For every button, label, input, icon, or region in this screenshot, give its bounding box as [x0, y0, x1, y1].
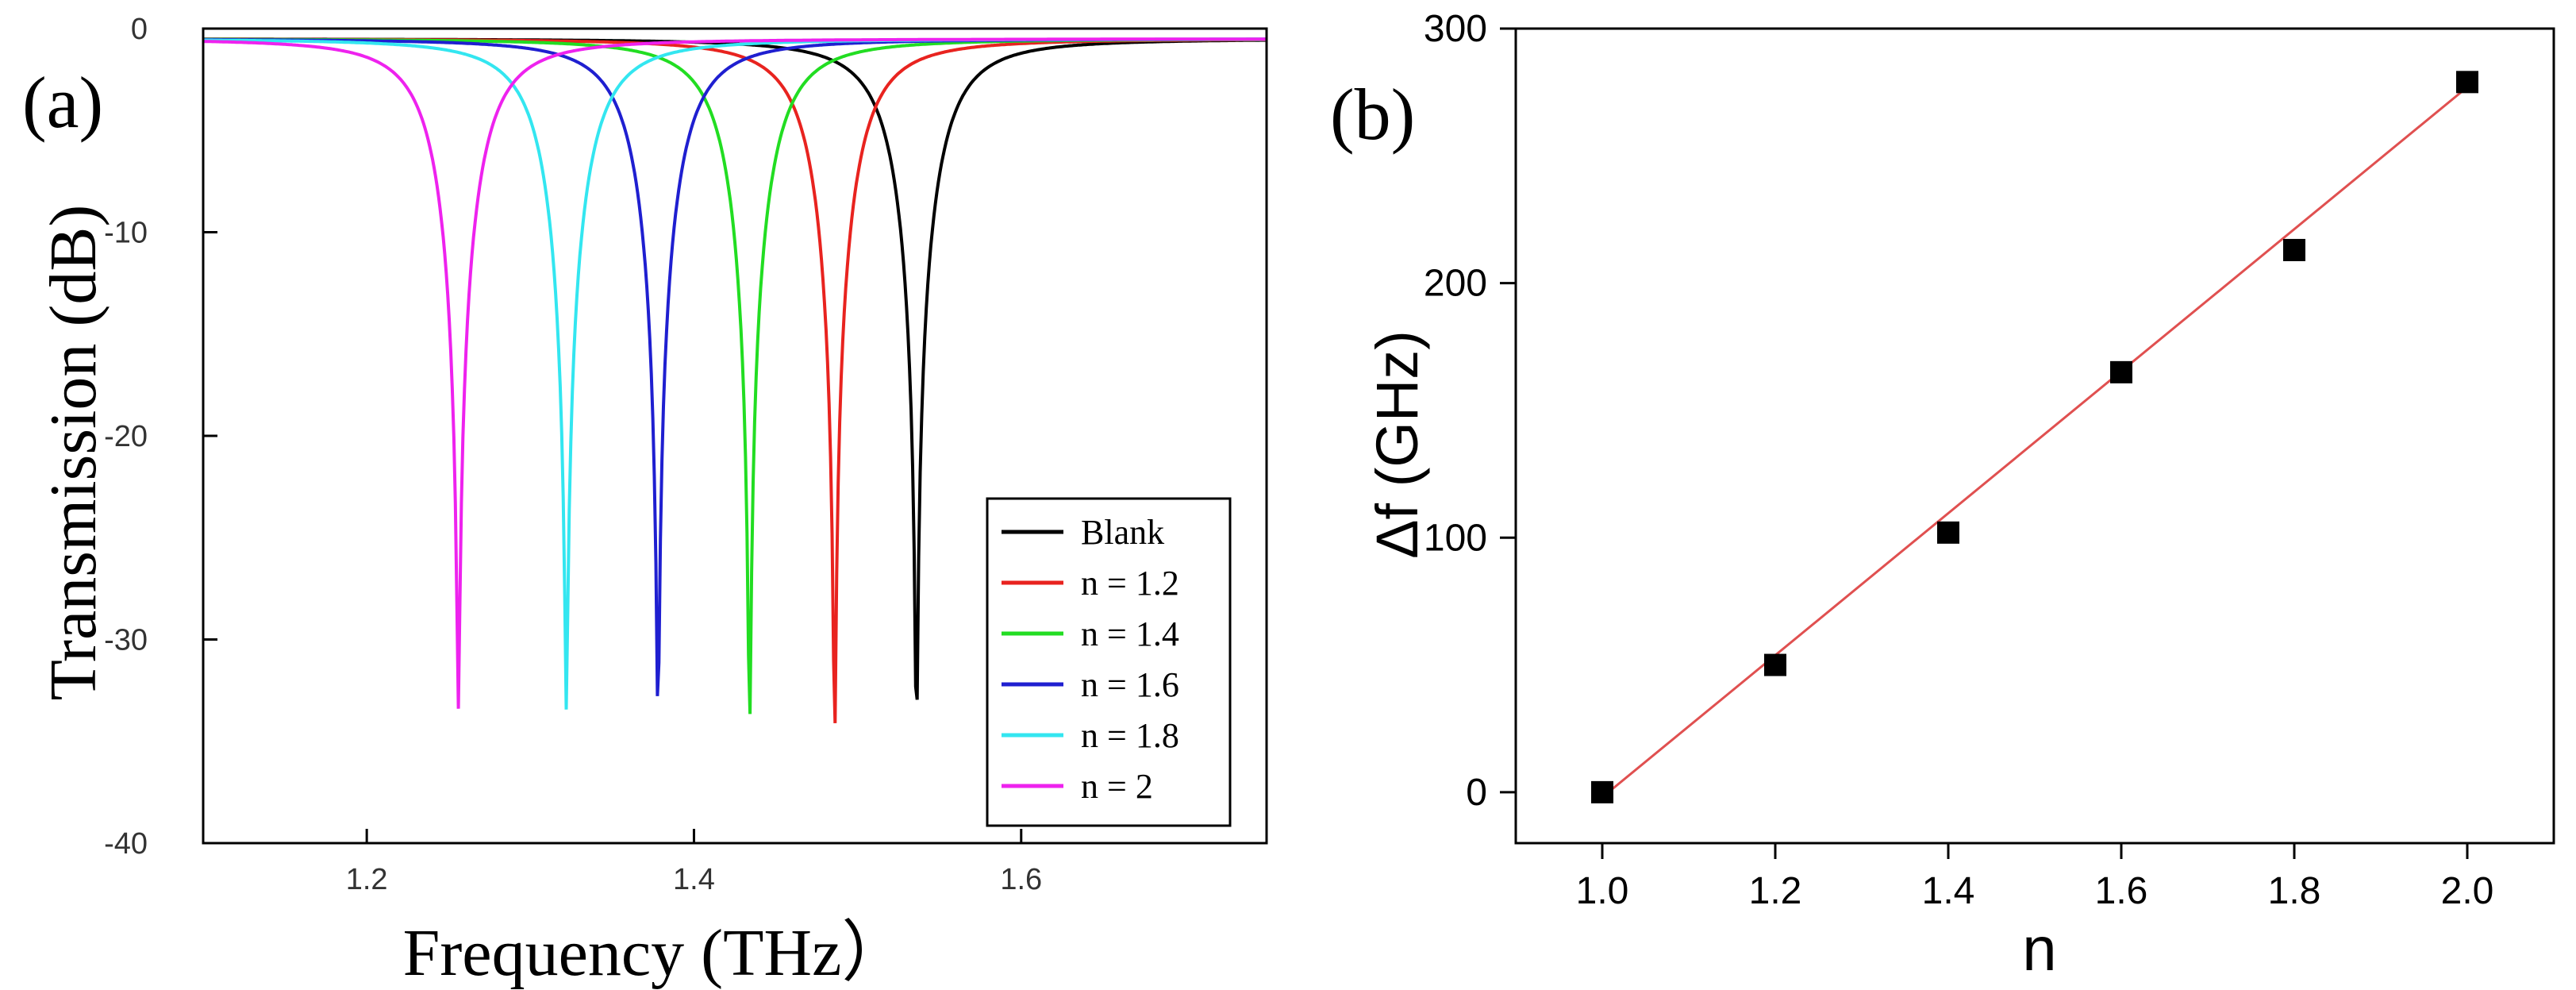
panel-a-plot-frame: [202, 27, 1268, 845]
panel-b-xtick-label: 1.6: [2095, 870, 2148, 912]
data-point: [1591, 780, 1613, 803]
panel-b-points: [1591, 71, 2478, 803]
panel-a-curves: [202, 37, 1267, 723]
panel-a: (a) Transmission (dB) Frequency (THz） 1.…: [22, 13, 1268, 990]
panel-b-ytick-label: 100: [1424, 517, 1487, 559]
data-point: [1937, 521, 1959, 544]
panel-a-ytick-label: -10: [104, 217, 148, 250]
panel-a-label: (a): [22, 62, 103, 143]
legend-entry-label: n = 1.4: [1081, 614, 1179, 653]
panel-b-ytick-label: 300: [1424, 8, 1487, 50]
panel-b-plot-frame: [1514, 27, 2555, 845]
panel-a-xtick-label: 1.4: [673, 863, 715, 896]
legend-box: [986, 497, 1232, 827]
panel-b-ylabel: Δf (GHz): [1364, 330, 1430, 559]
panel-a-xtick-label: 1.6: [1000, 863, 1042, 896]
panel-b-xtick-label: 1.2: [1749, 870, 1802, 912]
data-point: [2110, 360, 2132, 383]
legend-entry-label: n = 1.8: [1081, 716, 1179, 755]
legend-entry-label: n = 1.2: [1081, 564, 1179, 603]
legend-entry-label: n = 1.6: [1081, 665, 1179, 704]
panel-a-legend: Blank n = 1.2 n = 1.4 n = 1.6 n = 1.8 n = 2: [986, 497, 1232, 827]
panel-b-xlabel: n: [2022, 914, 2056, 984]
legend-entry-label: n = 2: [1081, 767, 1153, 806]
data-point: [2283, 238, 2305, 261]
panel-a-ytick-label: 0: [131, 13, 148, 46]
panel-b-fit: [1601, 86, 2468, 799]
series-line-2: [202, 37, 1267, 709]
data-point: [1764, 653, 1786, 676]
panel-a-ytick-label: -40: [104, 827, 148, 861]
panel-b-xtick-label: 2.0: [2441, 870, 2494, 912]
panel-b-label: (b): [1330, 74, 1415, 155]
fit-line: [1601, 86, 2468, 799]
panel-b: (b) Δf (GHz) n 1.0 1.2 1.4 1.6 1.8 2.0 0 100 200…: [1330, 8, 2555, 984]
panel-b-xtick-label: 1.8: [2268, 870, 2321, 912]
panel-b-xtick-label: 1.4: [1922, 870, 1975, 912]
panel-a-xlabel: Frequency (THz）: [403, 916, 909, 990]
panel-a-ylabel: Transmission (dB): [37, 205, 110, 701]
panel-b-xtick-label: 1.0: [1576, 870, 1629, 912]
panel-b-ytick-label: 200: [1424, 263, 1487, 305]
panel-a-ytick-label: -20: [104, 420, 148, 453]
panel-a-xtick-label: 1.2: [346, 863, 388, 896]
data-point: [2456, 71, 2478, 94]
panel-b-ytick-label: 0: [1466, 772, 1487, 814]
panel-a-ytick-label: -30: [104, 624, 148, 657]
legend-entry-label: Blank: [1081, 513, 1164, 552]
